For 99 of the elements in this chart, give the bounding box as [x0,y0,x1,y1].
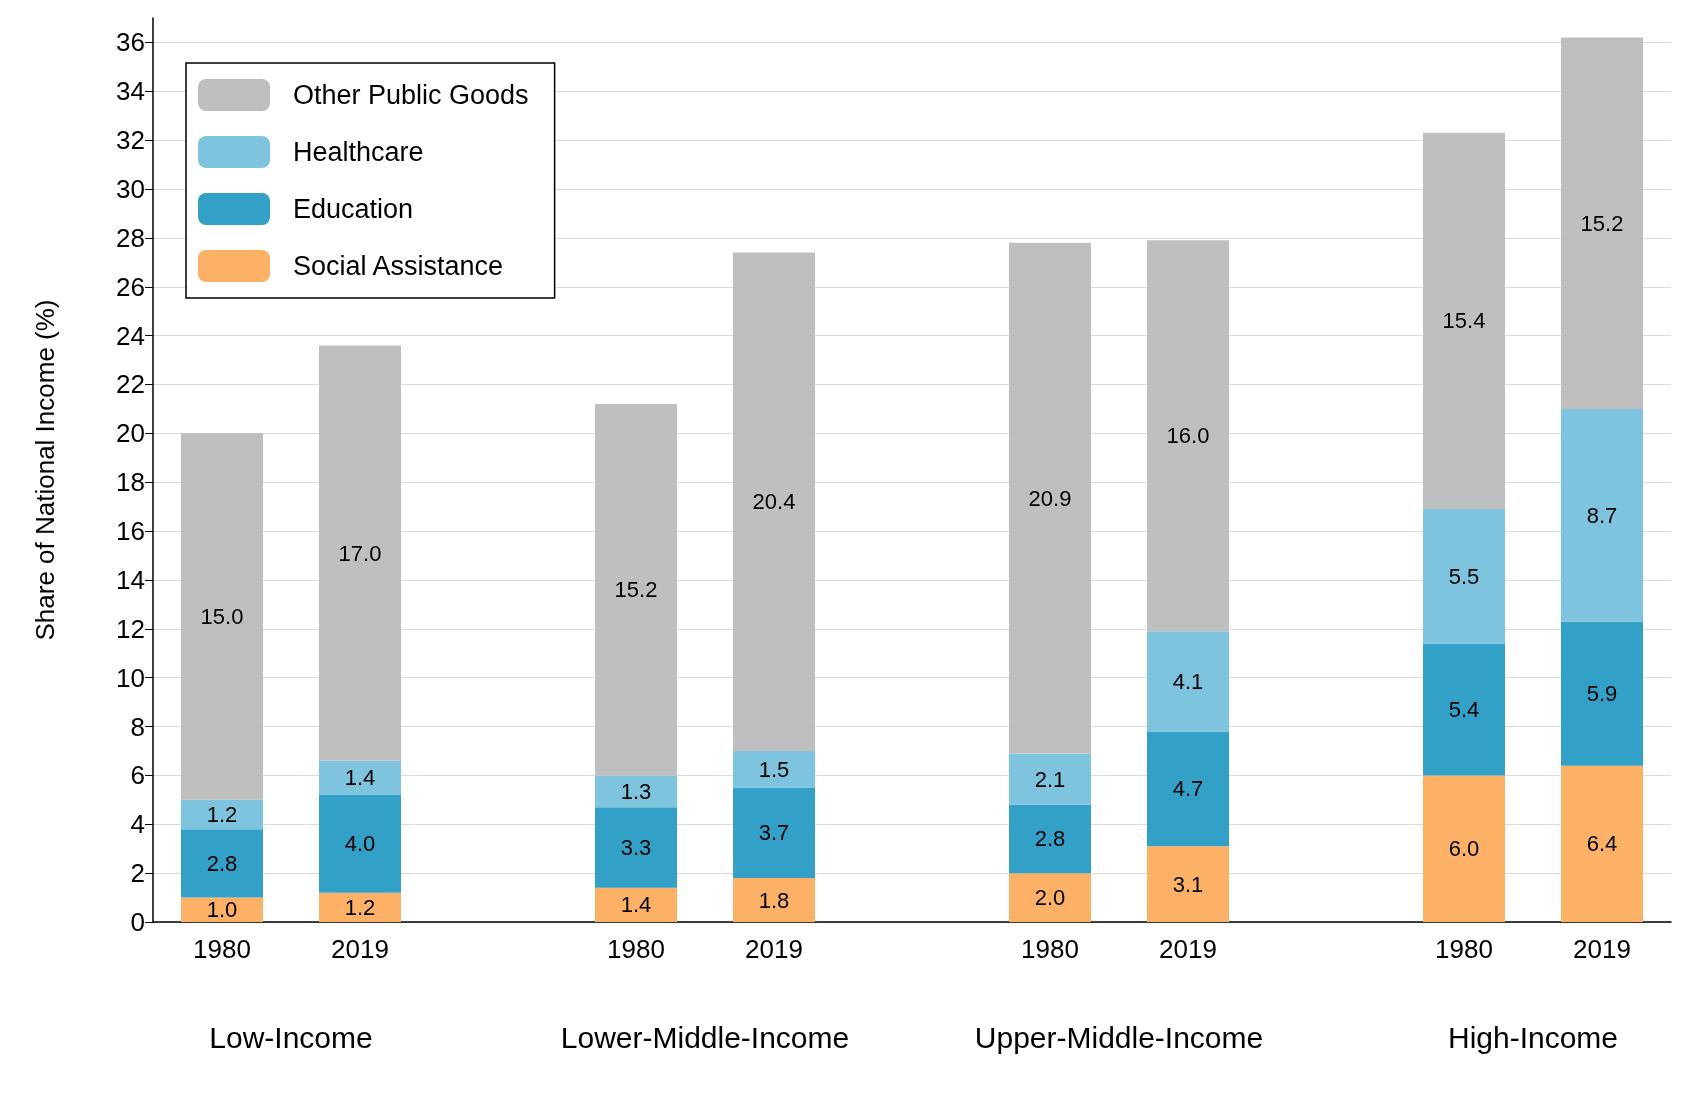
bar [319,892,401,922]
data-label: 1.4 [620,892,652,918]
data-label: 20.4 [752,489,796,515]
x-tick-label: 2019 [1573,934,1631,964]
data-label: 15.4 [1442,308,1486,334]
data-label: 2.0 [1034,885,1066,911]
bar [1561,765,1643,922]
bar [1561,621,1643,766]
data-label: 1.2 [206,802,238,827]
data-label: 4.0 [344,831,376,857]
bar [1423,775,1505,922]
bar [595,775,677,808]
data-label: 1.4 [344,765,376,791]
data-label: 15.2 [614,577,658,603]
data-label: 6.0 [1448,836,1480,862]
bar [319,794,401,893]
y-tick-label: 0 [130,907,145,937]
legend-label: Education [293,194,414,224]
data-label: 2.8 [206,850,238,876]
data-label: 5.5 [1448,563,1480,589]
bar [1423,132,1505,510]
y-tick-label: 14 [116,564,145,595]
bar [1147,240,1229,632]
y-tick-label: 30 [116,174,145,205]
data-label: 1.3 [620,778,652,804]
bar [181,799,263,830]
bar [1009,804,1091,874]
data-label: 1.5 [758,756,790,782]
bar [1561,408,1643,622]
y-tick-label: 16 [116,516,145,547]
x-tick-label: 1980 [1021,934,1079,964]
legend-label: Other Public Goods [293,80,529,110]
data-label: 3.3 [620,834,652,860]
bar [1423,643,1505,776]
y-tick-label: 10 [116,662,145,693]
bar [319,345,401,761]
x-tick-label: 1980 [1435,934,1493,964]
data-label: 5.9 [1586,681,1618,707]
x-tick-label: 2019 [1159,934,1217,964]
bar [181,433,263,800]
bar [1009,753,1091,805]
bar [181,829,263,898]
data-label: 1.8 [758,887,790,913]
y-tick-label: 26 [116,271,145,302]
data-label: 16.0 [1166,423,1210,449]
data-label: 20.9 [1028,485,1072,511]
data-label: 17.0 [338,540,382,566]
data-label: 4.7 [1172,776,1204,802]
y-axis-title: Share of National Income (%) [30,299,60,641]
data-label: 1.2 [344,894,376,920]
y-tick-label: 6 [130,760,145,791]
legend-label: Social Assistance [293,251,504,281]
y-tick-label: 32 [116,125,145,156]
data-label: 5.4 [1448,696,1480,722]
x-tick-label: 2019 [331,934,389,964]
y-tick-label: 34 [116,76,145,107]
x-tick-label: 2019 [745,934,803,964]
data-label: 3.1 [1172,871,1204,897]
y-tick-label: 4 [130,809,145,840]
y-tick-label: 28 [116,222,145,253]
bar [733,750,815,788]
text: Upper-Middle-Income [974,1020,1264,1054]
bar [1561,37,1643,409]
bar [1147,731,1229,847]
y-tick-label: 22 [116,369,145,400]
y-tick-label: 24 [116,320,145,351]
x-tick-label: 1980 [193,934,251,964]
bar [733,878,815,922]
y-tick-label: 8 [130,711,145,742]
bar [733,787,815,879]
legend-label: Healthcare [293,137,424,167]
data-label: 15.0 [200,604,244,630]
x-tick-label: 1980 [607,934,665,964]
data-label: 2.1 [1034,766,1066,792]
text: High-Income [1447,1020,1619,1054]
text: Lower-Middle-Income [560,1020,850,1054]
data-label: 1.0 [206,897,238,923]
bar [733,252,815,751]
data-label: 2.8 [1034,826,1066,852]
y-tick-label: 36 [116,27,145,58]
y-tick-label: 18 [116,467,145,498]
data-label: 15.2 [1580,210,1624,236]
text: Low-Income [209,1020,373,1054]
data-label: 4.1 [1172,668,1204,694]
y-tick-label: 12 [116,613,145,644]
bar [595,887,677,922]
bar [595,404,677,776]
data-label: 6.4 [1586,831,1618,857]
data-label: 3.7 [758,820,790,846]
bar [1147,846,1229,922]
bar [1009,873,1091,922]
data-label: 8.7 [1586,502,1618,528]
bar [1423,509,1505,644]
bar [319,760,401,795]
bar [1009,242,1091,754]
bar [595,807,677,888]
y-tick-label: 2 [130,858,145,889]
bar [1147,631,1229,732]
y-tick-label: 20 [116,418,145,449]
